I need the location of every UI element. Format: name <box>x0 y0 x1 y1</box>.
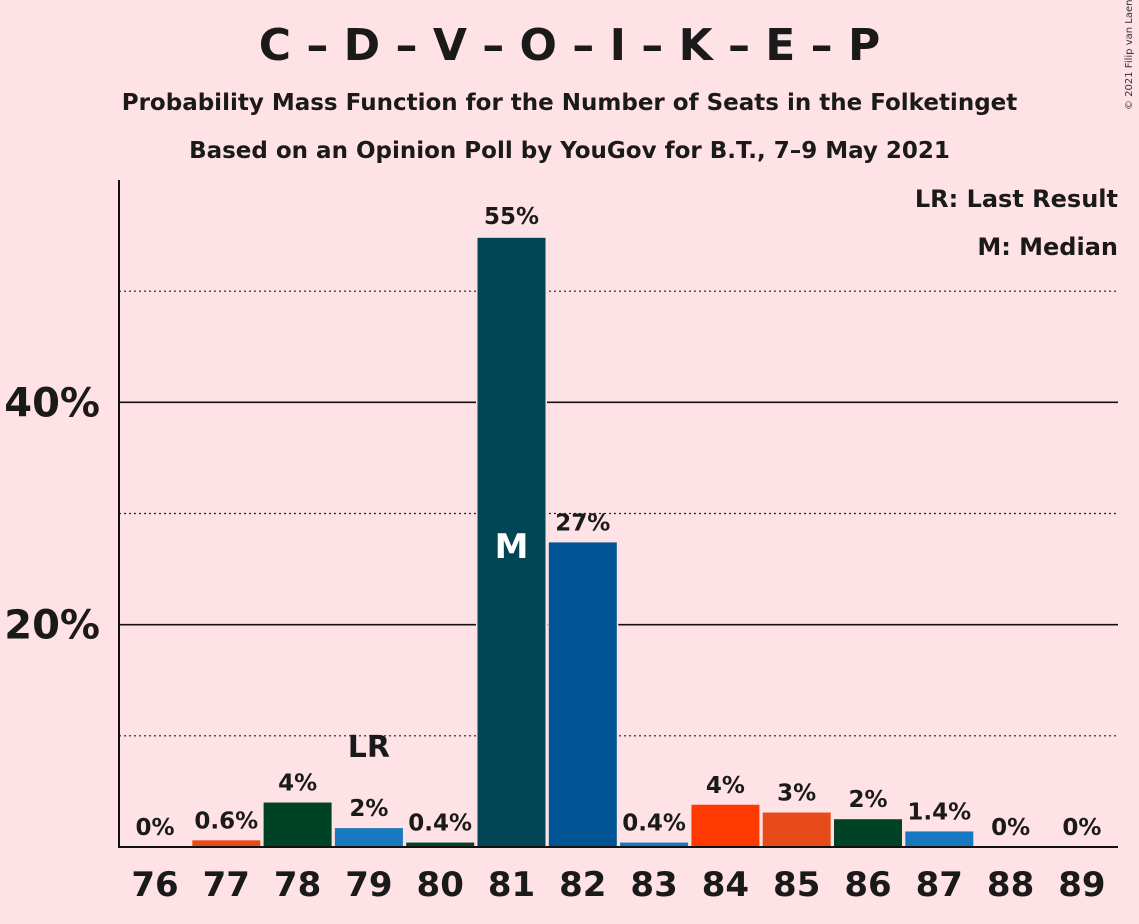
x-tick-label: 84 <box>702 865 749 905</box>
data-label-81: 55% <box>484 204 539 230</box>
x-tick-label: 85 <box>773 865 820 905</box>
bar-82 <box>548 542 617 847</box>
x-tick-label: 82 <box>559 865 606 905</box>
x-tick-label: 76 <box>131 865 178 905</box>
x-tick-label: 78 <box>274 865 321 905</box>
bars <box>190 236 975 848</box>
x-tick-label: 77 <box>203 865 250 905</box>
y-tick-label: 40% <box>4 380 100 426</box>
bar-83 <box>620 842 689 847</box>
data-labels: 0% 0.6% 4% 2% 0.4% 55% 27% 0.4% 4% 3% 2% 1.4% 0% 0% M L… <box>135 204 1101 841</box>
y-tick-label: 20% <box>4 603 100 649</box>
x-tick-label: 86 <box>844 865 891 905</box>
bar-87 <box>905 831 974 847</box>
bar-79 <box>334 828 403 847</box>
x-tick-label: 83 <box>630 865 677 905</box>
data-label-89: 0% <box>1062 815 1101 841</box>
bar-84 <box>691 804 760 847</box>
data-label-86: 2% <box>848 787 887 813</box>
legend-last-result: LR: Last Result <box>914 185 1118 213</box>
chart-title: C – D – V – O – I – K – E – P <box>258 20 881 71</box>
data-label-87: 1.4% <box>907 799 971 825</box>
data-label-85: 3% <box>777 781 816 807</box>
axes: 20% 40% 76 77 78 79 80 81 82 83 84 85 86 87 88 89 <box>4 180 1118 905</box>
median-marker: M <box>495 527 529 567</box>
bar-78 <box>263 802 332 847</box>
x-tick-label: 79 <box>345 865 392 905</box>
data-label-76: 0% <box>135 815 174 841</box>
data-label-79: 2% <box>349 796 388 822</box>
bar-77 <box>192 840 261 847</box>
x-tick-label: 88 <box>987 865 1034 905</box>
data-label-77: 0.6% <box>194 808 258 834</box>
gridlines <box>119 290 1118 737</box>
legend-median: M: Median <box>977 233 1118 261</box>
data-label-83: 0.4% <box>622 811 686 837</box>
x-tick-label: 87 <box>916 865 963 905</box>
data-label-78: 4% <box>278 771 317 797</box>
bar-80 <box>406 842 475 847</box>
chart-subtitle-source: Based on an Opinion Poll by YouGov for B… <box>189 138 950 164</box>
x-tick-label: 80 <box>417 865 464 905</box>
data-label-88: 0% <box>991 815 1030 841</box>
x-tick-label: 81 <box>488 865 535 905</box>
data-label-80: 0.4% <box>408 811 472 837</box>
bar-85 <box>762 812 831 847</box>
data-label-84: 4% <box>706 773 745 799</box>
chart-subtitle: Probability Mass Function for the Number… <box>121 90 1018 116</box>
data-label-82: 27% <box>555 510 610 536</box>
bar-86 <box>834 819 902 847</box>
last-result-marker: LR <box>348 730 390 765</box>
bar-81 <box>477 237 546 848</box>
x-tick-label: 89 <box>1058 865 1105 905</box>
